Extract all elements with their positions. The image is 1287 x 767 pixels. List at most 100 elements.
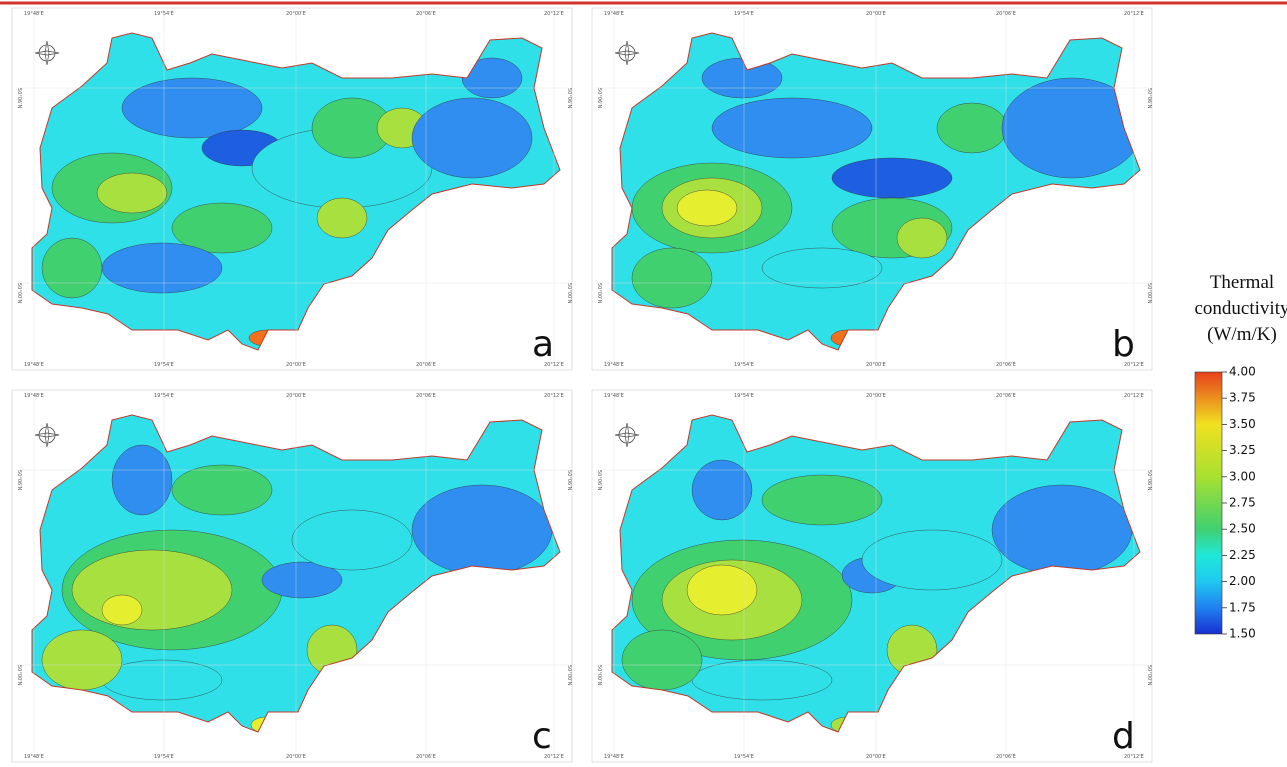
lat-label: 50°00'N [1146, 665, 1152, 686]
map-panel: 19°48'E 19°48'E 19°54'E 19°54'E 20°00'E 20°00… [591, 389, 1153, 763]
lon-label: 19°48'E [24, 11, 44, 17]
lat-label: 50°00'N [566, 665, 572, 686]
north-star [614, 422, 640, 448]
lon-label: 19°48'E [24, 362, 44, 368]
lon-label: 20°06'E [416, 362, 436, 368]
map-panel: 19°48'E 19°48'E 19°54'E 19°54'E 20°00'E 20°00… [591, 7, 1153, 371]
contour-zone [261, 561, 343, 599]
lon-label: 20°12'E [544, 754, 564, 760]
contour-zone [101, 594, 143, 626]
lat-label: 50°06'N [596, 470, 602, 491]
north-star [34, 422, 60, 448]
lon-label: 20°06'E [416, 11, 436, 17]
lon-label: 20°06'E [996, 362, 1016, 368]
legend: Thermal conductivity (W/m/K) 4.00 3.75 3.50 3.… [1195, 272, 1287, 641]
legend-title: (W/m/K) [1207, 324, 1277, 345]
contour-zone [711, 97, 873, 159]
contour-zone [991, 484, 1133, 576]
legend-tick-label: 4.00 [1229, 365, 1256, 379]
contour-zone [316, 197, 368, 239]
lon-label: 19°48'E [604, 393, 624, 399]
contour-zone [1001, 77, 1140, 179]
contour-zone [621, 629, 703, 691]
lat-label: 50°00'N [596, 665, 602, 686]
lon-label: 20°00'E [866, 11, 886, 17]
contour-zone [121, 77, 263, 139]
map-panel: 19°48'E 19°48'E 19°54'E 19°54'E 20°00'E 20°00… [11, 7, 573, 371]
lon-label: 19°54'E [734, 393, 754, 399]
lon-label: 20°12'E [544, 362, 564, 368]
lon-label: 19°54'E [154, 362, 174, 368]
lon-label: 20°12'E [1124, 11, 1144, 17]
region-outline [611, 414, 1141, 733]
map-panel: 19°48'E 19°48'E 19°54'E 19°54'E 20°00'E 20°00… [11, 389, 573, 763]
north-arrow [614, 422, 640, 448]
lon-label: 20°00'E [286, 754, 306, 760]
region-outline [31, 32, 561, 351]
lon-label: 20°12'E [544, 11, 564, 17]
contour-zone [41, 629, 123, 691]
lon-label: 20°00'E [866, 754, 886, 760]
legend-tick-label: 2.75 [1229, 496, 1256, 510]
north-arrow [34, 422, 60, 448]
legend-tick-label: 3.75 [1229, 391, 1256, 405]
contour-zone [71, 549, 233, 631]
region-outline [31, 414, 561, 733]
lat-label: 50°00'N [16, 283, 22, 304]
lon-label: 19°48'E [604, 362, 624, 368]
legend-tick-label: 2.00 [1229, 574, 1256, 588]
contour-zone [291, 509, 413, 571]
contour-zone [41, 237, 103, 299]
contour-zone [686, 564, 758, 616]
lat-label: 50°00'N [16, 665, 22, 686]
lon-label: 19°48'E [604, 754, 624, 760]
lat-label: 50°06'N [1146, 470, 1152, 491]
lon-label: 19°48'E [24, 393, 44, 399]
lon-label: 20°06'E [996, 754, 1016, 760]
lat-label: 50°00'N [566, 283, 572, 304]
lat-label: 50°00'N [596, 283, 602, 304]
contour-zone [761, 474, 883, 526]
legend-title: conductivity [1195, 298, 1287, 319]
legend-title: Thermal [1210, 272, 1274, 293]
lon-label: 19°54'E [154, 754, 174, 760]
lon-label: 20°06'E [996, 11, 1016, 17]
lon-label: 20°00'E [286, 11, 306, 17]
lon-label: 19°48'E [24, 754, 44, 760]
lon-label: 20°12'E [1124, 393, 1144, 399]
panels: 19°48'E 19°48'E 19°54'E 19°54'E 20°00'E 20°00… [11, 7, 1153, 763]
contour-zone [171, 464, 273, 516]
lat-label: 50°06'N [566, 470, 572, 491]
lon-label: 19°54'E [734, 754, 754, 760]
lon-label: 20°12'E [1124, 362, 1144, 368]
lon-label: 20°00'E [286, 362, 306, 368]
lat-label: 50°06'N [566, 88, 572, 109]
lon-label: 20°06'E [416, 754, 436, 760]
contour-zone [691, 459, 753, 521]
lat-label: 50°06'N [596, 88, 602, 109]
contour-zone [896, 217, 948, 259]
panel-label: c [532, 716, 552, 757]
lon-label: 19°54'E [734, 362, 754, 368]
contour-zone [691, 659, 833, 701]
north-star [614, 40, 640, 66]
lon-label: 20°06'E [416, 393, 436, 399]
lon-label: 19°48'E [604, 11, 624, 17]
legend-tick-label: 3.25 [1229, 443, 1256, 457]
lat-label: 50°06'N [16, 470, 22, 491]
legend-tick-label: 2.25 [1229, 548, 1256, 562]
contour-zone [676, 189, 738, 227]
legend-tick-label: 3.50 [1229, 417, 1256, 431]
lon-label: 20°00'E [866, 393, 886, 399]
contour-zone [411, 97, 533, 179]
panel-label: d [1112, 716, 1135, 757]
contour-zone [861, 529, 1003, 591]
lon-label: 19°54'E [154, 11, 174, 17]
lat-label: 50°06'N [16, 88, 22, 109]
panel-label: b [1112, 324, 1135, 365]
lon-label: 20°00'E [286, 393, 306, 399]
contour-zone [171, 202, 273, 254]
contour-zone [101, 242, 223, 294]
contour-zone [831, 157, 953, 199]
legend-tick-label: 1.50 [1229, 627, 1256, 641]
